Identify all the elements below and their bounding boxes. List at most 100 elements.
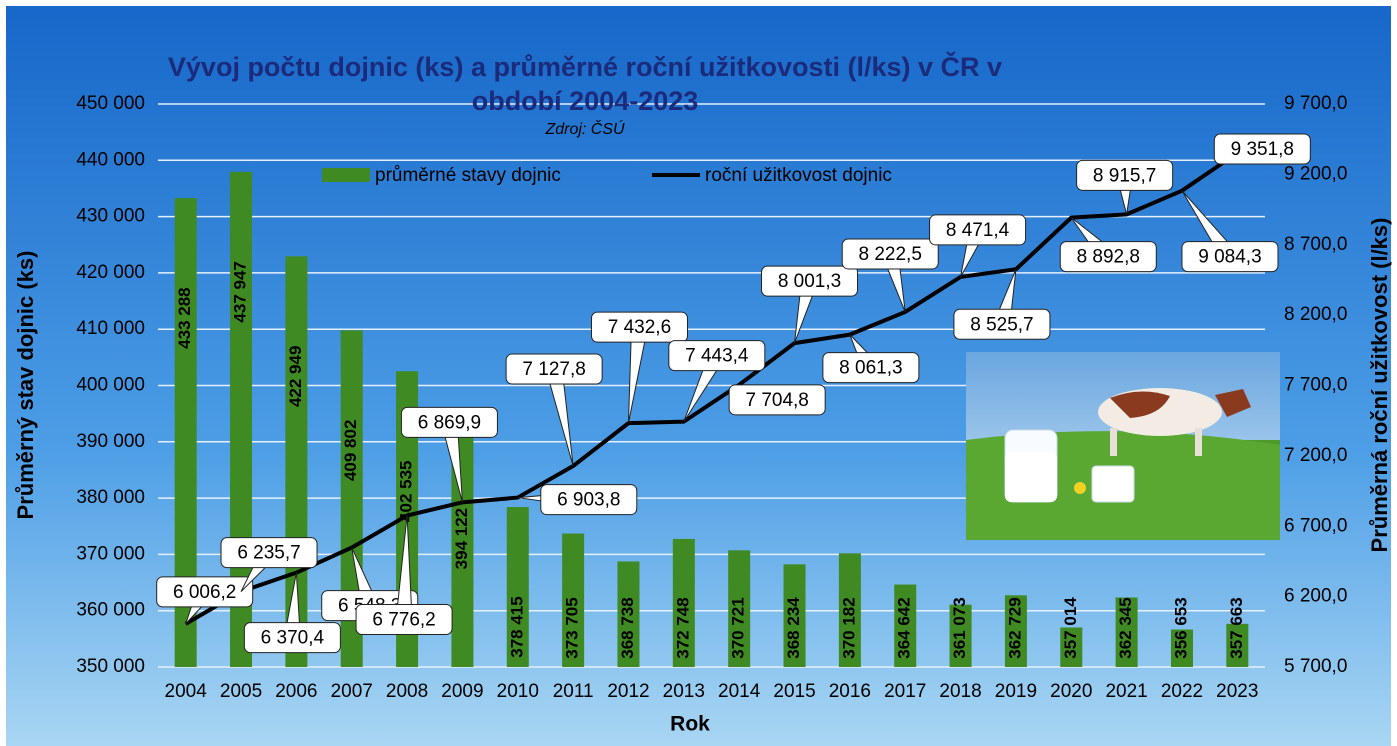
x-axis-label: Rok — [670, 713, 710, 736]
callout-fill — [592, 313, 687, 342]
line-value-label: 7 443,4 — [685, 346, 749, 367]
x-tick-label: 2020 — [1050, 681, 1092, 702]
line-value-label: 6 370,4 — [261, 628, 325, 649]
line-value-label: 6 235,7 — [237, 543, 300, 564]
callout-fill — [730, 385, 825, 414]
line-value-label: 7 432,6 — [608, 317, 671, 338]
data-callout: 8 892,8 — [1059, 217, 1157, 273]
callout-fill — [245, 623, 340, 652]
line-value-label: 8 001,3 — [778, 271, 841, 292]
chart-subtitle: Zdroj: ČSÚ — [545, 121, 625, 138]
y2-tick-label: 8 700,0 — [1284, 234, 1347, 255]
y2-tick-label: 7 200,0 — [1284, 445, 1347, 466]
chart-title: Vývoj počtu dojnic (ks) a průměrné roční… — [167, 52, 1003, 116]
callout-fill — [157, 577, 252, 606]
line — [184, 151, 1239, 626]
bar-value-label: 356 653 — [1171, 597, 1190, 658]
legend-swatch — [322, 168, 370, 182]
y-tick-label: 430 000 — [76, 206, 145, 227]
data-callout: 8 061,3 — [822, 334, 920, 384]
data-callout: 7 443,4 — [668, 340, 766, 422]
bar — [838, 553, 861, 667]
y2-tick-label: 8 200,0 — [1284, 304, 1347, 325]
callout-fill — [954, 310, 1049, 339]
x-tick-label: 2016 — [829, 681, 871, 702]
bar-value-label: 362 729 — [1005, 597, 1024, 658]
y2-tick-label: 6 700,0 — [1284, 515, 1347, 536]
x-tick-label: 2005 — [220, 681, 262, 702]
data-callout: 6 370,4 — [243, 572, 341, 654]
y-tick-label: 390 000 — [76, 431, 145, 452]
x-tick-label: 2006 — [275, 681, 317, 702]
data-callout: 6 235,7 — [220, 537, 318, 592]
data-callout: 6 903,8 — [517, 484, 638, 516]
bar-value-label: 361 073 — [950, 597, 969, 658]
bar — [1115, 597, 1138, 667]
y-axis-label: Průměrný stav dojnic (ks) — [13, 251, 38, 520]
bar — [1004, 595, 1027, 667]
bar — [1226, 623, 1249, 667]
x-tick-label: 2019 — [995, 681, 1037, 702]
x-tick-label: 2017 — [884, 681, 926, 702]
data-callout: 6 869,9 — [400, 406, 498, 503]
line-value-label: 9 351,8 — [1231, 139, 1294, 160]
data-callout: 7 704,8 — [728, 384, 826, 416]
line-value-label: 8 525,7 — [970, 314, 1033, 335]
x-tick-label: 2021 — [1105, 681, 1147, 702]
bar-value-label: 433 288 — [175, 287, 194, 348]
data-callout: 6 776,2 — [355, 515, 453, 636]
data-callout: 7 127,8 — [505, 353, 603, 467]
bar-value-label: 378 415 — [507, 596, 526, 657]
bar-value-label: 357 014 — [1061, 597, 1080, 659]
bar-value-label: 394 122 — [452, 508, 471, 569]
y-tick-label: 410 000 — [76, 318, 145, 339]
y2-tick-label: 9 200,0 — [1284, 163, 1347, 184]
y2-tick-label: 5 700,0 — [1284, 656, 1347, 677]
callout-fill — [669, 341, 764, 370]
x-tick-label: 2014 — [718, 681, 761, 702]
callout-fill — [930, 215, 1025, 244]
x-tick-label: 2023 — [1216, 681, 1258, 702]
data-callout: 9 084,3 — [1181, 190, 1279, 273]
line-value-label: 7 127,8 — [522, 359, 585, 380]
callout-fill — [507, 355, 602, 384]
x-tick-label: 2010 — [497, 681, 539, 702]
bar-value-label: 364 642 — [895, 597, 914, 658]
bar — [617, 561, 640, 667]
y-tick-label: 370 000 — [76, 543, 145, 564]
data-callout: 8 222,5 — [841, 238, 939, 313]
y-tick-label: 450 000 — [76, 93, 145, 114]
y2-tick-label: 9 700,0 — [1284, 93, 1347, 114]
bar-value-label: 368 738 — [618, 597, 637, 658]
callout-fill — [541, 485, 636, 514]
bar-value-label: 357 663 — [1227, 597, 1246, 658]
y-tick-label: 380 000 — [76, 487, 145, 508]
bar-value-label: 409 802 — [341, 420, 360, 481]
data-callout: 9 351,8 — [1213, 133, 1311, 165]
bar — [949, 604, 972, 667]
line-value-label: 8 471,4 — [946, 220, 1010, 241]
line-value-label: 6 006,2 — [173, 582, 236, 603]
y-tick-label: 360 000 — [76, 600, 145, 621]
legend-label: roční užitkovost dojnic — [705, 165, 892, 186]
callout-fill — [843, 239, 938, 268]
x-tick-label: 2009 — [441, 681, 483, 702]
bar — [1060, 627, 1083, 667]
callout-fill — [823, 353, 918, 382]
bar — [1170, 629, 1193, 667]
line-value-label: 7 704,8 — [745, 390, 808, 411]
bar-value-label: 370 182 — [839, 597, 858, 658]
callout-fill — [1061, 242, 1156, 271]
bar-value-label: 362 345 — [1116, 597, 1135, 658]
callout-fill — [357, 605, 452, 634]
line-value-label: 8 892,8 — [1077, 247, 1140, 268]
bar — [672, 538, 695, 667]
bar — [783, 564, 806, 667]
bar — [894, 584, 917, 667]
bar-value-label: 370 721 — [729, 597, 748, 658]
bar — [506, 507, 529, 667]
y-tick-label: 440 000 — [76, 149, 145, 170]
photo — [966, 352, 1280, 540]
